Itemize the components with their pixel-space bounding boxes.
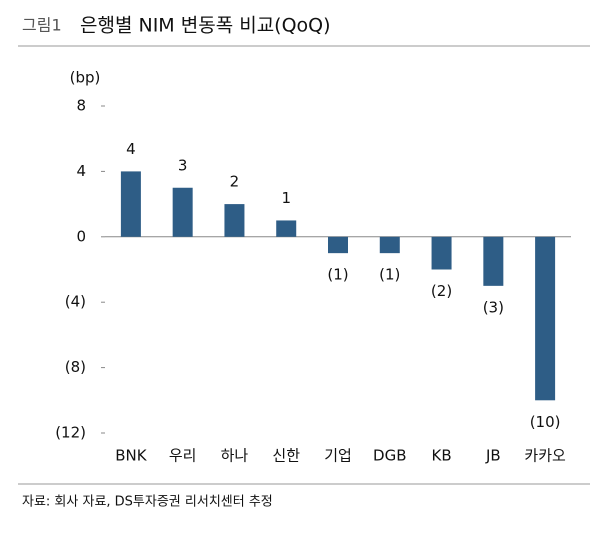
bar: [120, 171, 141, 237]
bar: [172, 187, 193, 237]
x-tick-label: 신한: [272, 447, 300, 465]
x-tick-label: DGB: [373, 447, 406, 465]
x-tick-label: KB: [431, 447, 451, 465]
x-tick-label: 하나: [221, 447, 249, 465]
y-tick-label: (12): [55, 424, 86, 442]
value-label: (1): [327, 266, 348, 284]
value-label: 1: [281, 189, 291, 207]
value-label: 2: [230, 173, 240, 191]
x-tick-label: JB: [485, 447, 501, 465]
value-label: (2): [431, 282, 452, 300]
y-tick-label: (8): [65, 358, 86, 376]
bar: [379, 236, 400, 254]
value-label: (1): [379, 266, 400, 284]
bar: [224, 204, 245, 237]
bar: [535, 236, 556, 401]
figure-label: 그림1: [22, 16, 62, 35]
bar: [483, 236, 504, 286]
bar: [276, 220, 297, 237]
value-label: 3: [178, 156, 188, 174]
x-tick-label: 우리: [169, 447, 197, 465]
y-unit: (bp): [70, 69, 101, 87]
value-label: (3): [483, 298, 504, 316]
y-tick-label: 4: [76, 162, 86, 180]
bar: [431, 236, 452, 270]
chart-title: 은행별 NIM 변동폭 비교(QoQ): [80, 15, 331, 37]
y-tick-label: (4): [65, 293, 86, 311]
y-tick-label: 0: [76, 227, 86, 245]
bar: [328, 236, 348, 254]
x-tick-label: 기업: [324, 447, 352, 465]
source: 자료: 회사 자료, DS투자증권 리서치센터 추정: [22, 495, 273, 510]
value-label: 4: [126, 140, 136, 158]
value-label: (10): [530, 413, 561, 431]
y-tick-label: 8: [76, 97, 86, 115]
x-tick-label: BNK: [115, 447, 148, 465]
x-tick-label: 카카오: [524, 447, 566, 465]
